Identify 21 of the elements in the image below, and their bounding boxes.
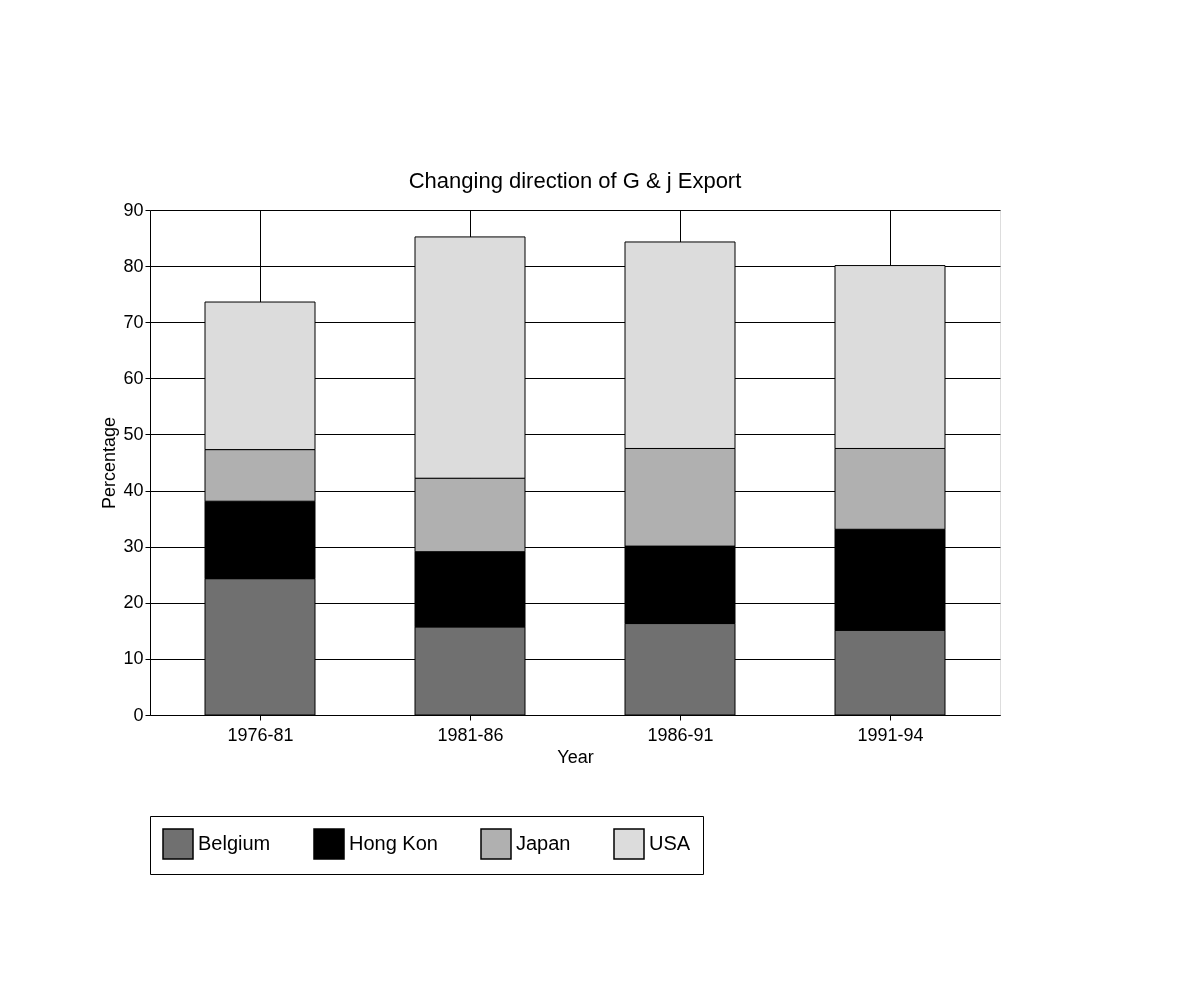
y-tick-label: 80 <box>123 255 144 276</box>
y-tick-label: 0 <box>133 704 144 725</box>
x-axis-title: Year <box>557 746 594 767</box>
y-tick-label: 70 <box>123 311 144 332</box>
x-tick-label: 1976-81 <box>227 724 294 745</box>
x-tick-label: 1981-86 <box>437 724 504 745</box>
y-tick-label: 90 <box>123 199 144 220</box>
x-tick-label: 1991-94 <box>857 724 924 745</box>
y-tick-label: 10 <box>123 648 144 669</box>
y-tick-label: 20 <box>123 592 144 613</box>
y-tick-label: 40 <box>123 480 144 501</box>
chart-title: Changing direction of G & j Export <box>408 168 742 193</box>
x-tick-label: 1986-91 <box>647 724 714 745</box>
y-tick-label: 50 <box>123 423 144 444</box>
y-tick-label: 30 <box>123 536 144 557</box>
legend-label: Japan <box>516 832 571 854</box>
legend-label: Belgium <box>198 832 271 854</box>
y-tick-label: 60 <box>123 367 144 388</box>
legend-label: Hong Kon <box>349 832 438 854</box>
legend-label: USA <box>649 832 691 854</box>
y-axis-title: Percentage <box>99 416 120 510</box>
